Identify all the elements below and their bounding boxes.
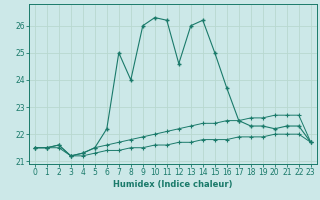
X-axis label: Humidex (Indice chaleur): Humidex (Indice chaleur) (113, 180, 233, 189)
